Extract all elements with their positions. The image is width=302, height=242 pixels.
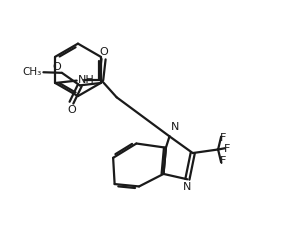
Text: F: F [220,133,226,143]
Text: F: F [223,144,230,154]
Text: N: N [183,182,191,192]
Text: N: N [171,122,180,132]
Text: O: O [52,62,61,72]
Text: NH: NH [78,75,95,85]
Text: F: F [220,156,226,166]
Text: O: O [100,47,108,57]
Text: O: O [67,105,76,115]
Text: CH₃: CH₃ [23,67,42,77]
